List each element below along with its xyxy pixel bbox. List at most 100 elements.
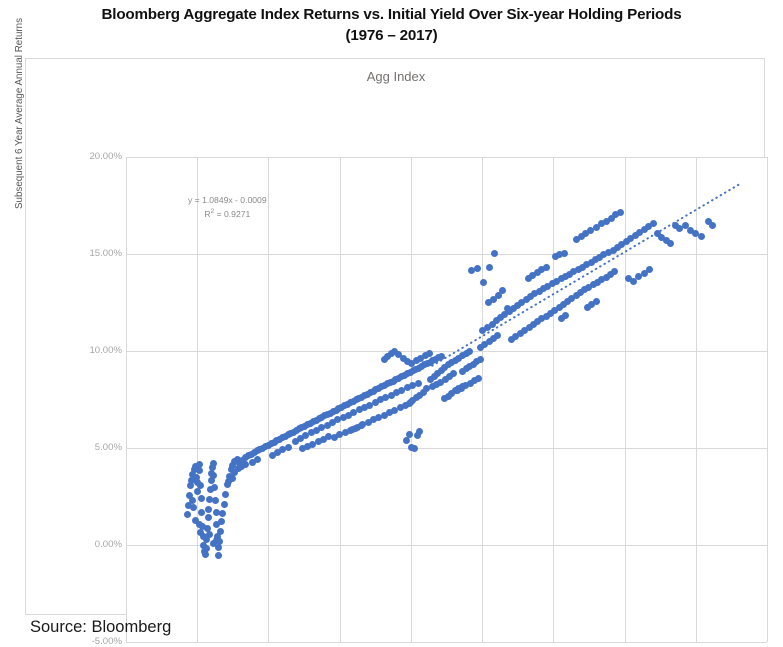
scatter-point: [302, 432, 310, 440]
scatter-point: [214, 544, 222, 552]
scatter-point: [204, 525, 212, 532]
scatter-point: [441, 363, 449, 371]
scatter-point: [645, 266, 653, 274]
scatter-point: [329, 419, 337, 427]
scatter-point: [658, 234, 666, 241]
scatter-point: [579, 263, 587, 271]
scatter-point: [197, 529, 205, 537]
scatter-point: [203, 535, 211, 543]
scatter-point: [618, 240, 626, 248]
scatter-point: [640, 269, 648, 277]
scatter-point: [207, 477, 215, 485]
scatter-point: [197, 494, 205, 502]
scatter-point: [313, 426, 321, 434]
scatter-point: [542, 264, 550, 272]
scatter-point: [466, 379, 474, 387]
scatter-point: [631, 232, 639, 240]
scatter-point: [627, 234, 635, 242]
scatter-point: [209, 460, 217, 468]
gridline-horizontal: [126, 254, 767, 255]
scatter-point: [581, 230, 589, 238]
gridline-horizontal: [126, 545, 767, 546]
scatter-point: [211, 484, 219, 492]
scatter-point: [538, 315, 546, 323]
scatter-point: [219, 510, 227, 518]
scatter-point: [228, 474, 236, 482]
scatter-point: [527, 293, 535, 301]
scatter-point: [469, 360, 477, 368]
scatter-point: [475, 374, 483, 382]
scatter-point: [512, 332, 520, 340]
scatter-point: [635, 272, 643, 280]
scatter-point: [234, 464, 242, 472]
scatter-point: [490, 296, 497, 304]
scatter-point: [384, 353, 392, 361]
scatter-point: [325, 433, 333, 441]
scatter-point: [412, 357, 420, 365]
scatter-point: [499, 287, 507, 295]
scatter-point: [488, 320, 496, 328]
scatter-point: [409, 396, 417, 404]
scatter-point: [598, 276, 606, 284]
scatter-point: [352, 424, 360, 432]
scatter-point: [437, 366, 445, 374]
scatter-point: [549, 279, 557, 287]
scatter-point: [592, 298, 600, 306]
scatter-point: [568, 295, 576, 303]
scatter-point: [403, 358, 411, 366]
figure-title: Bloomberg Aggregate Index Returns vs. In…: [0, 4, 783, 46]
scatter-point: [505, 307, 513, 315]
scatter-point: [391, 348, 399, 356]
scatter-point: [405, 430, 413, 438]
figure-title-line-2: (1976 – 2017): [345, 27, 438, 44]
scatter-point: [323, 421, 331, 429]
scatter-point: [492, 317, 500, 325]
scatter-point: [380, 411, 388, 419]
gridline-vertical: [482, 157, 484, 642]
scatter-point: [212, 508, 220, 516]
scatter-point: [217, 518, 225, 526]
scatter-point: [514, 301, 522, 309]
scatter-point: [248, 459, 256, 467]
gridline-horizontal: [126, 642, 767, 643]
scatter-point: [522, 296, 530, 304]
scatter-point: [676, 225, 684, 233]
scatter-point: [215, 551, 223, 559]
y-axis-tick-label: 15.00%: [89, 248, 122, 259]
scatter-point: [467, 266, 475, 274]
scatter-point: [229, 461, 237, 469]
scatter-point: [330, 433, 338, 441]
scatter-point: [529, 271, 537, 279]
scatter-point: [494, 332, 502, 340]
scatter-point: [386, 408, 394, 416]
scatter-point: [233, 456, 241, 464]
scatter-point: [441, 375, 449, 383]
y-axis-tick-label: 5.00%: [94, 442, 122, 453]
scatter-point: [470, 376, 478, 384]
scatter-point: [556, 251, 564, 259]
y-axis-title: Subsequent 6 Year Average Annual Returns: [14, 17, 25, 209]
scatter-point: [451, 387, 459, 395]
scatter-point: [572, 292, 580, 300]
scatter-point: [583, 261, 591, 269]
scatter-point: [480, 278, 488, 286]
scatter-point: [410, 445, 418, 453]
scatter-point: [334, 416, 342, 424]
scatter-point: [609, 246, 617, 254]
scatter-point: [227, 465, 235, 473]
trendline-segment: [431, 183, 740, 367]
scatter-point: [193, 488, 201, 496]
scatter-point: [191, 462, 199, 470]
scatter-point: [483, 324, 491, 332]
scatter-point: [509, 304, 517, 312]
scatter-point: [291, 437, 299, 445]
scatter-point: [402, 401, 410, 409]
scatter-point: [448, 359, 456, 367]
scatter-point: [284, 443, 292, 451]
scatter-point: [336, 431, 344, 439]
scatter-point: [350, 408, 358, 416]
scatter-point: [184, 501, 192, 509]
scatter-point: [692, 230, 700, 238]
scatter-point: [560, 249, 568, 257]
scatter-point: [433, 380, 441, 388]
